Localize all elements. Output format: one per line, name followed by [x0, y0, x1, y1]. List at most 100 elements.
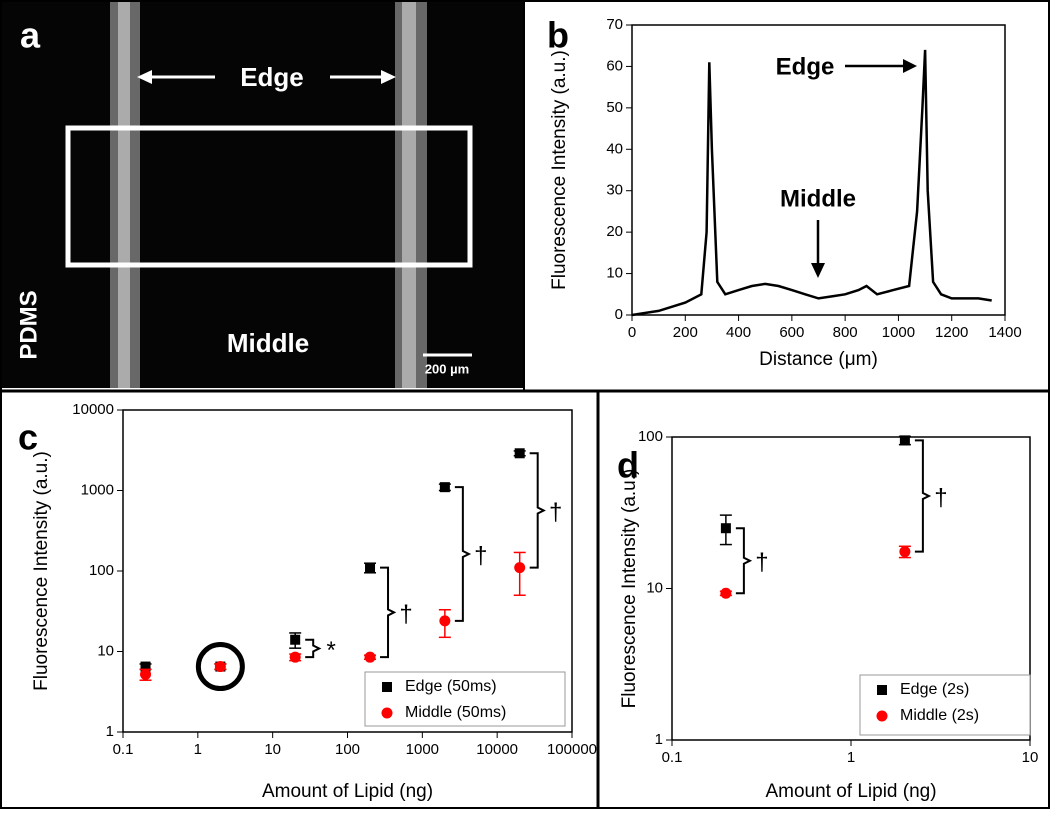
significance-label: †: [934, 484, 947, 511]
x-tick-label: 0.1: [113, 741, 134, 758]
point: [439, 615, 451, 627]
y-tick-label: 100: [638, 428, 663, 445]
arrowhead: [381, 70, 396, 84]
y-tick-label: 1: [655, 731, 663, 748]
x-tick-label: 100: [335, 741, 360, 758]
region-box: [65, 125, 473, 268]
y-tick-label: 30: [606, 182, 623, 199]
y-tick-label: 10: [97, 642, 114, 659]
legend-label: Middle (50ms): [405, 704, 506, 721]
y-tick-label: 70: [606, 16, 623, 33]
annotation: Edge: [776, 53, 835, 80]
y-tick-label: 50: [606, 99, 623, 116]
x-axis-title: Amount of Lipid (ng): [262, 781, 433, 802]
micrograph: [2, 2, 523, 388]
point: [365, 562, 376, 573]
x-tick-label: 800: [833, 324, 858, 341]
legend-marker: [381, 707, 393, 719]
x-tick-label: 1400: [988, 324, 1021, 341]
x-tick-label: 1000: [406, 741, 439, 758]
y-tick-label: 10: [606, 265, 623, 282]
highlight-circle: [195, 642, 245, 692]
legend-label: Middle (2s): [900, 707, 979, 724]
significance-label: *: [327, 637, 336, 664]
y-tick-label: 10000: [72, 401, 114, 418]
legend-label: Edge (2s): [900, 681, 969, 698]
x-tick-label: 1: [194, 741, 202, 758]
x-tick-label: 600: [779, 324, 804, 341]
edge-band: [118, 2, 130, 388]
panel-label: b: [547, 15, 569, 56]
arrowhead: [903, 59, 917, 73]
x-tick-label: 400: [726, 324, 751, 341]
point: [140, 661, 151, 672]
significance-label: †: [755, 549, 768, 576]
significance-bracket: [735, 527, 753, 595]
x-tick-label: 1000: [882, 324, 915, 341]
edge-label: Edge: [240, 62, 304, 92]
legend-label: Edge (50ms): [405, 678, 497, 695]
scale-bar-label: 200 µm: [425, 361, 469, 376]
x-tick-label: 1: [847, 749, 855, 766]
y-axis-title: Fluorescence Intensity (a.u.): [619, 469, 640, 709]
significance-bracket: [380, 566, 397, 659]
material-label: PDMS: [15, 290, 42, 359]
legend-marker: [877, 685, 887, 695]
image-panel: a Edge Middle PDMS 200 µm: [2, 2, 523, 388]
significance-bracket: [914, 439, 932, 553]
x-tick-label: 1200: [935, 324, 968, 341]
point: [514, 448, 525, 459]
x-tick-label: 10: [1022, 749, 1039, 766]
x-tick-label: 100000: [547, 741, 597, 758]
point: [364, 651, 376, 663]
point: [720, 523, 731, 534]
legend-marker: [382, 682, 392, 692]
y-tick-label: 10: [646, 579, 663, 596]
panel-label: c: [18, 417, 38, 458]
significance-bracket: [529, 452, 546, 569]
legend-box: [859, 674, 1031, 736]
y-tick-label: 40: [606, 140, 623, 157]
significance-bracket: [305, 638, 322, 659]
charts: 0 200 400 600 800 1000 1200 1400 0 10 20 30 40 50 60 70…: [18, 15, 1038, 803]
edge-band: [402, 2, 416, 388]
point: [289, 651, 301, 663]
line: [631, 49, 992, 317]
point: [214, 661, 226, 673]
point: [290, 634, 301, 645]
y-tick-label: 1: [106, 723, 114, 740]
point: [439, 482, 450, 493]
arrowhead: [811, 263, 825, 278]
y-tick-label: 60: [606, 57, 623, 74]
error-bar: [513, 551, 526, 596]
middle-label: Middle: [227, 328, 309, 358]
y-axis-title: Fluorescence Intensity (a.u.): [549, 50, 570, 290]
significance-label: †: [399, 601, 412, 628]
point: [899, 546, 911, 558]
y-axis-title: Fluorescence Intensity (a.u.): [31, 451, 52, 691]
significance-label: †: [474, 542, 487, 569]
point: [140, 668, 152, 680]
point: [514, 562, 526, 574]
x-tick-label: 0: [628, 324, 636, 341]
panel-label: d: [617, 445, 639, 486]
arrowhead: [137, 70, 152, 84]
significance-label: †: [549, 499, 562, 526]
significance-bracket: [454, 486, 472, 622]
plot-frame: [631, 24, 1006, 316]
annotation: Middle: [780, 185, 856, 212]
legend-marker: [876, 710, 888, 722]
point: [899, 435, 910, 446]
x-tick-label: 10: [264, 741, 281, 758]
panel-label: a: [20, 15, 41, 56]
legend-box: [364, 671, 566, 727]
y-tick-label: 0: [615, 306, 623, 323]
y-tick-label: 20: [606, 223, 623, 240]
y-tick-label: 1000: [81, 481, 114, 498]
x-tick-label: 0.1: [662, 749, 683, 766]
x-tick-label: 10000: [476, 741, 518, 758]
x-axis-title: Distance (μm): [759, 349, 878, 370]
y-tick-label: 100: [89, 562, 114, 579]
